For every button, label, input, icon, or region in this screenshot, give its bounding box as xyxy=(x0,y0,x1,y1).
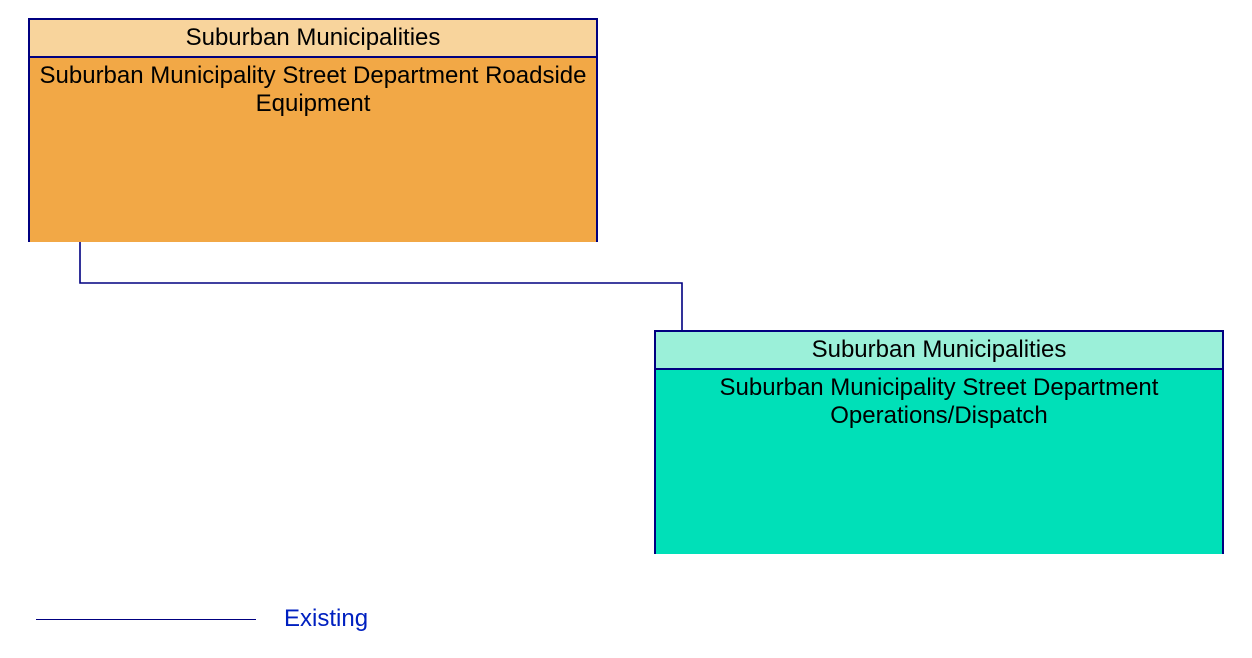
node-roadside-body-label: Suburban Municipality Street Department … xyxy=(40,62,587,117)
node-operations-body: Suburban Municipality Street Department … xyxy=(656,370,1222,554)
node-operations-header-label: Suburban Municipalities xyxy=(812,336,1067,364)
node-operations-body-label: Suburban Municipality Street Department … xyxy=(720,374,1159,429)
edge-roadside-to-operations xyxy=(80,242,682,330)
node-roadside-header-label: Suburban Municipalities xyxy=(186,24,441,52)
node-operations-dispatch: Suburban Municipalities Suburban Municip… xyxy=(654,330,1224,554)
legend-existing: Existing xyxy=(36,605,368,633)
node-roadside-header: Suburban Municipalities xyxy=(30,20,596,58)
node-operations-header: Suburban Municipalities xyxy=(656,332,1222,370)
diagram-stage: Suburban Municipalities Suburban Municip… xyxy=(0,0,1252,658)
legend-label: Existing xyxy=(284,605,368,633)
legend-line-icon xyxy=(36,619,256,620)
node-roadside-equipment: Suburban Municipalities Suburban Municip… xyxy=(28,18,598,242)
node-roadside-body: Suburban Municipality Street Department … xyxy=(30,58,596,242)
